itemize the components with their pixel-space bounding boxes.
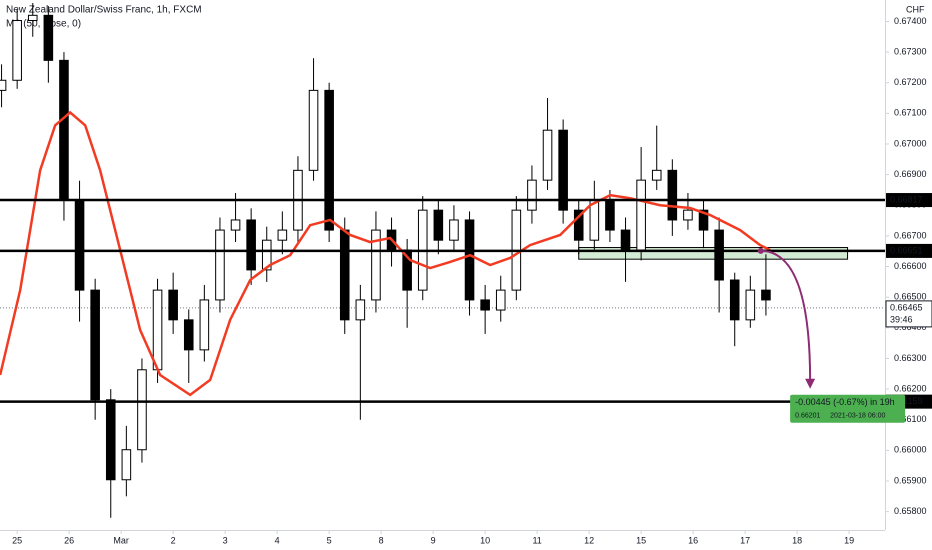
y-tick-label: 0.66700 xyxy=(894,230,927,240)
candle-body xyxy=(620,229,631,251)
candle-body xyxy=(636,179,646,251)
x-tick-label: 9 xyxy=(431,535,436,545)
candle-body xyxy=(573,209,584,241)
projection-box xyxy=(790,394,906,423)
projection-arrow xyxy=(760,249,812,381)
candle-body xyxy=(449,219,459,241)
level-label: 0.66159 xyxy=(890,396,923,406)
x-tick-label: 19 xyxy=(844,535,854,545)
x-tick-label: 4 xyxy=(275,535,280,545)
candle-body xyxy=(27,14,38,22)
last-price-box xyxy=(885,300,932,328)
candle-body xyxy=(371,229,381,301)
projection-date: 2021-03-18 06:00 xyxy=(830,413,885,420)
y-tick-label: 0.67200 xyxy=(894,77,927,87)
candle-body xyxy=(480,299,490,311)
x-tick-label: 15 xyxy=(636,535,646,545)
x-tick-label: 3 xyxy=(223,535,228,545)
projection-target: 0.66201 xyxy=(795,413,820,420)
candle-body xyxy=(152,289,163,371)
candle-body xyxy=(215,229,225,301)
x-tick-label: 26 xyxy=(64,535,74,545)
candle-body xyxy=(230,219,241,231)
level-label-box xyxy=(886,243,932,258)
y-tick-label: 0.67300 xyxy=(894,46,927,56)
y-tick-label: 0.66100 xyxy=(894,414,927,424)
indicator-label: MA (50, close, 0) xyxy=(6,19,81,30)
candle-body xyxy=(667,169,678,221)
candle-body xyxy=(277,229,288,241)
y-tick-label: 0.66200 xyxy=(894,383,927,393)
level-label: 0.66817 xyxy=(890,194,923,204)
y-tick-label: 0.65800 xyxy=(894,506,927,516)
y-tick-label: 0.67400 xyxy=(894,16,927,26)
candle-body xyxy=(246,219,256,271)
candle-body xyxy=(542,129,553,181)
candle-body xyxy=(183,319,194,351)
candle-body xyxy=(90,289,100,401)
zone xyxy=(578,247,849,260)
candle-body xyxy=(745,289,756,321)
x-tick-label: 2 xyxy=(171,535,176,545)
x-tick-label: Mar xyxy=(113,535,129,545)
x-tick-label: 25 xyxy=(12,535,22,545)
candle-body xyxy=(199,299,210,351)
moving-average xyxy=(0,110,771,397)
level-label: 0.66651 xyxy=(890,245,923,255)
candle-body xyxy=(558,129,568,211)
candle-body xyxy=(43,14,54,61)
y-tick-label: 0.66000 xyxy=(894,445,927,455)
x-tick-label: 17 xyxy=(740,535,750,545)
x-tick-label: 5 xyxy=(327,535,332,545)
projection-arrowhead xyxy=(805,378,816,389)
x-tick-label: 8 xyxy=(379,535,384,545)
x-tick-label: 12 xyxy=(584,535,594,545)
candle-body xyxy=(698,209,709,231)
candle-body xyxy=(59,59,69,201)
candle-body xyxy=(261,239,272,271)
x-tick-label: 11 xyxy=(532,535,541,545)
y-tick-label: 0.66900 xyxy=(894,169,927,179)
y-tick-label: 0.67000 xyxy=(894,138,927,148)
candle-body xyxy=(433,209,444,241)
candle-body xyxy=(761,289,771,301)
x-tick-label: 16 xyxy=(688,535,698,545)
projection-label: -0.00445 (-0.67%) in 19h xyxy=(795,397,895,407)
last-price-label: 0.66465 xyxy=(890,302,923,312)
y-tick-label: 0.66300 xyxy=(894,353,927,363)
candle-body xyxy=(121,449,132,481)
candle-body xyxy=(324,89,334,231)
candle-body xyxy=(168,289,178,321)
x-tick-label: 10 xyxy=(480,535,490,545)
candle-body xyxy=(105,399,116,481)
y-tick-label: 0.66600 xyxy=(894,261,927,271)
candle-body xyxy=(729,279,740,321)
level-label-box xyxy=(886,193,932,208)
candle-body xyxy=(495,289,506,311)
candle-body xyxy=(355,299,366,321)
candle-body xyxy=(339,229,350,321)
y-tick-label: 0.67100 xyxy=(894,108,927,118)
candle-body xyxy=(651,169,662,181)
x-tick-label: 18 xyxy=(792,535,802,545)
y-tick-label: 0.66500 xyxy=(894,292,927,302)
candle-body xyxy=(605,199,615,231)
candle-body xyxy=(12,20,22,81)
candle-body xyxy=(464,219,475,301)
candle-body xyxy=(589,199,600,241)
candle-body xyxy=(74,199,85,291)
candle-body xyxy=(308,89,319,171)
currency-label: CHF xyxy=(906,4,925,14)
countdown-label: 39:46 xyxy=(890,314,913,324)
candle-body xyxy=(714,229,724,281)
candle-body xyxy=(683,209,693,221)
candle-body xyxy=(137,369,147,451)
candle-body xyxy=(527,179,537,211)
y-tick-label: 0.65900 xyxy=(894,475,927,485)
candle-body xyxy=(0,79,7,91)
chart-title: New Zealand Dollar/Swiss Franc, 1h, FXCM xyxy=(6,5,202,16)
